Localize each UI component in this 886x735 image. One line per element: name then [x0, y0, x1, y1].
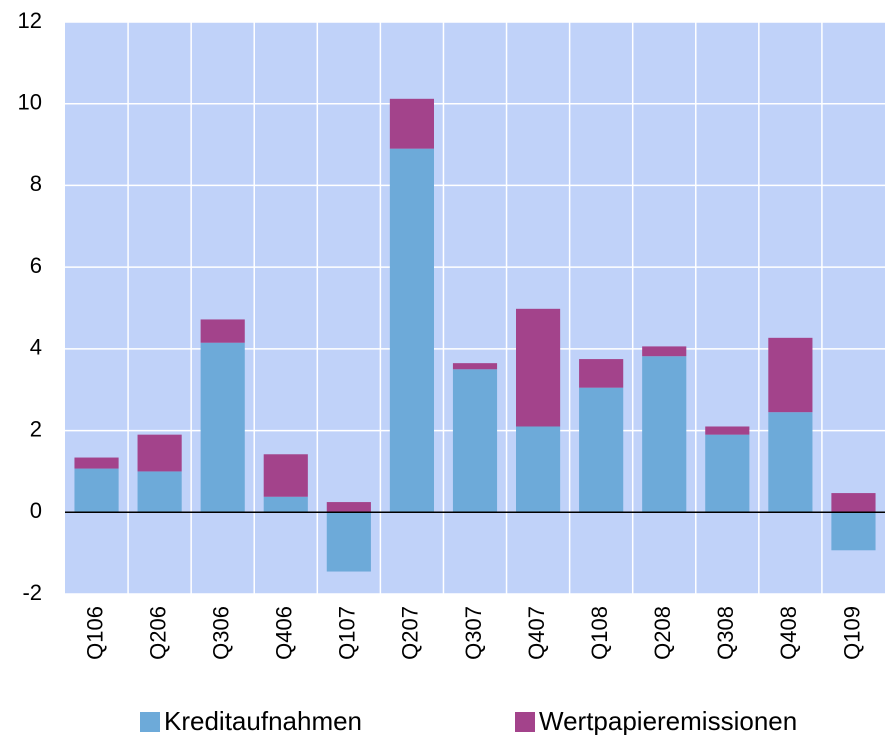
y-tick-label: 6 — [30, 253, 42, 278]
y-tick-label: 12 — [18, 8, 42, 33]
bar-segment — [389, 98, 434, 149]
bar-segment — [768, 412, 813, 513]
bar-segment — [642, 346, 687, 357]
bar-segment — [389, 148, 434, 513]
legend-label: Kreditaufnahmen — [164, 706, 362, 735]
bar-segment — [452, 369, 498, 513]
x-tick-label: Q208 — [650, 606, 675, 660]
y-tick-label: 4 — [30, 335, 42, 360]
x-tick-label: Q109 — [839, 606, 864, 660]
bar-segment — [516, 308, 561, 427]
legend-swatch — [515, 712, 535, 732]
legend-swatch — [140, 712, 160, 732]
bar-segment — [326, 512, 371, 572]
x-tick-label: Q407 — [524, 606, 549, 660]
x-tick-label: Q106 — [82, 606, 107, 660]
x-tick-label: Q207 — [398, 606, 423, 660]
y-tick-label: 0 — [30, 498, 42, 523]
x-tick-label: Q307 — [461, 606, 486, 660]
x-tick-label: Q107 — [335, 606, 360, 660]
bar-segment — [74, 468, 119, 513]
legend-label: Wertpapieremissionen — [539, 706, 797, 735]
bar-segment — [200, 319, 245, 343]
bar-segment — [137, 434, 182, 472]
x-tick-label: Q206 — [145, 606, 170, 660]
bar-segment — [831, 512, 876, 551]
x-tick-label: Q408 — [776, 606, 801, 660]
bar-segment — [642, 356, 687, 513]
x-tick-label: Q306 — [209, 606, 234, 660]
bar-segment — [74, 457, 119, 469]
bar-segment — [768, 337, 813, 413]
bar-segment — [452, 363, 498, 370]
bar-segment — [326, 502, 371, 513]
x-tick-label: Q108 — [587, 606, 612, 660]
bar-segment — [705, 426, 750, 435]
bar-segment — [263, 454, 308, 497]
bar-segment — [705, 434, 750, 513]
bar-segment — [831, 493, 876, 513]
bar-segment — [579, 387, 624, 513]
bar-segment — [137, 471, 182, 513]
y-tick-label: -2 — [22, 580, 42, 605]
bar-segment — [516, 426, 561, 513]
bar-segment — [579, 359, 624, 388]
y-tick-label: 8 — [30, 171, 42, 196]
y-tick-label: 10 — [18, 90, 42, 115]
y-tick-label: 2 — [30, 416, 42, 441]
bar-segment — [263, 496, 308, 513]
bar-segment — [200, 342, 245, 513]
x-tick-label: Q308 — [713, 606, 738, 660]
x-tick-label: Q406 — [272, 606, 297, 660]
